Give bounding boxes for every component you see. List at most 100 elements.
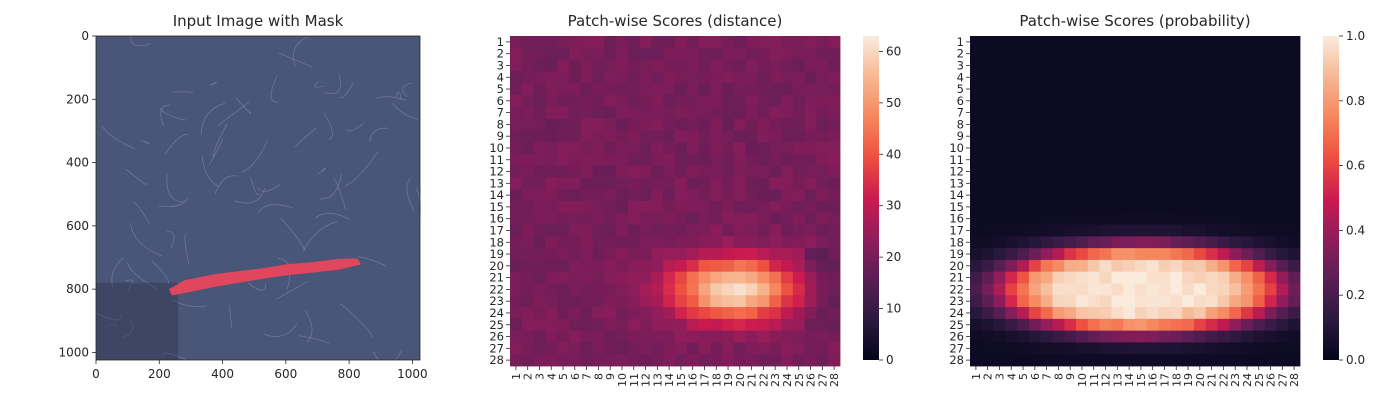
heatmap-cell — [1087, 71, 1101, 84]
heatmap-cell — [1087, 295, 1101, 308]
heatmap-cell — [686, 118, 699, 131]
heatmap-cell — [1276, 189, 1289, 202]
heatmap-cell — [970, 307, 983, 320]
heatmap-cell — [1241, 165, 1254, 178]
heatmap-cell — [510, 106, 523, 119]
heatmap-cell — [1052, 295, 1065, 308]
y-tick-label: 11 — [949, 153, 964, 167]
heatmap-cell — [557, 83, 570, 96]
heatmap-cell — [1241, 71, 1254, 84]
heatmap-cell — [580, 118, 593, 131]
heatmap-cell — [1017, 212, 1030, 225]
heatmap-cell — [1158, 330, 1171, 343]
heatmap-cell — [722, 236, 735, 249]
x-tick-label: 1000 — [397, 367, 428, 381]
heatmap-cell — [1276, 83, 1289, 96]
heatmap-cell — [1005, 354, 1018, 367]
heatmap-cell — [510, 318, 523, 332]
heatmap-cell — [545, 236, 558, 249]
heatmap-cell — [1076, 201, 1089, 214]
heatmap-cell — [533, 212, 546, 225]
heatmap-cell — [1123, 283, 1136, 296]
heatmap-cell — [1017, 342, 1030, 355]
heatmap-cell — [757, 318, 770, 332]
heatmap-cell — [828, 271, 841, 284]
heatmap-cell — [816, 165, 829, 178]
heatmap-cell — [568, 165, 582, 178]
heatmap-cell — [1288, 248, 1301, 261]
heatmap-cell — [651, 177, 664, 190]
heatmap-cell — [1052, 318, 1065, 332]
heatmap-cell — [1146, 165, 1159, 178]
heatmap-cell — [1111, 354, 1124, 367]
heatmap-cell — [663, 118, 676, 131]
heatmap-cell — [521, 47, 534, 60]
heatmap-cell — [510, 36, 523, 49]
heatmap-cell — [1111, 94, 1124, 108]
heatmap-cell — [568, 106, 582, 119]
x-tick-label: 2 — [982, 373, 995, 380]
heatmap-cell — [1064, 295, 1077, 308]
heatmap-cell — [545, 330, 558, 343]
heatmap-cell — [804, 142, 817, 155]
heatmap-cell — [533, 248, 546, 261]
heatmap-cell — [781, 318, 794, 332]
heatmap-cell — [1205, 259, 1218, 273]
heatmap-cell — [1288, 36, 1301, 49]
heatmap-cell — [1017, 94, 1030, 108]
heatmap-cell — [757, 259, 770, 273]
heatmap-cell — [639, 318, 652, 332]
heatmap-cell — [733, 36, 747, 49]
texture-line — [318, 167, 326, 175]
x-tick-label: 19 — [722, 373, 735, 387]
heatmap-cell — [545, 307, 558, 320]
heatmap-cell — [510, 283, 523, 296]
heatmap-cell — [1217, 71, 1230, 84]
heatmap-cell — [722, 354, 735, 367]
heatmap-cell — [981, 130, 994, 143]
heatmap-cell — [1052, 236, 1065, 249]
heatmap-cell — [1064, 106, 1077, 119]
heatmap-cell — [557, 248, 570, 261]
y-tick-label: 4 — [497, 70, 504, 84]
heatmap-cell — [651, 248, 664, 261]
heatmap-cell — [698, 224, 711, 237]
heatmap-cell — [663, 106, 676, 119]
heatmap-cell — [733, 248, 747, 261]
heatmap-cell — [828, 36, 841, 49]
heatmap-cell — [1099, 177, 1112, 190]
heatmap-cell — [533, 130, 546, 143]
y-tick-label: 14 — [949, 188, 964, 202]
heatmap-cell — [1135, 47, 1148, 60]
heatmap-cell — [1111, 212, 1124, 225]
texture-line — [314, 213, 350, 220]
heatmap-cell — [1288, 47, 1301, 60]
heatmap-cell — [722, 342, 735, 355]
heatmap-cell — [1217, 153, 1230, 167]
heatmap-cell — [686, 212, 699, 225]
heatmap-cell — [1252, 307, 1266, 320]
heatmap-cell — [533, 283, 546, 296]
heatmap-cell — [533, 153, 546, 167]
heatmap-cell — [557, 130, 570, 143]
x-tick-label: 21 — [746, 373, 759, 387]
heatmap-cell — [1205, 83, 1218, 96]
heatmap-cell — [781, 71, 794, 84]
heatmap-cell — [1264, 36, 1277, 49]
heatmap-cell — [1193, 271, 1207, 284]
probability-y-axis: 1234567891011121314151617181920212223242… — [949, 35, 970, 367]
heatmap-cell — [557, 47, 570, 60]
heatmap-cell — [1123, 212, 1136, 225]
heatmap-cell — [1040, 130, 1053, 143]
heatmap-cell — [993, 83, 1006, 96]
texture-line — [161, 352, 187, 361]
panel-probability: Patch-wise Scores (probability) 12345678… — [949, 12, 1365, 387]
heatmap-cell — [733, 47, 747, 60]
heatmap-cell — [616, 295, 629, 308]
heatmap-cell — [757, 153, 770, 167]
heatmap-cell — [781, 94, 794, 108]
heatmap-cell — [1241, 59, 1254, 72]
heatmap-cell — [639, 36, 652, 49]
heatmap-cell — [1111, 142, 1124, 155]
x-tick-label: 28 — [1288, 373, 1301, 387]
